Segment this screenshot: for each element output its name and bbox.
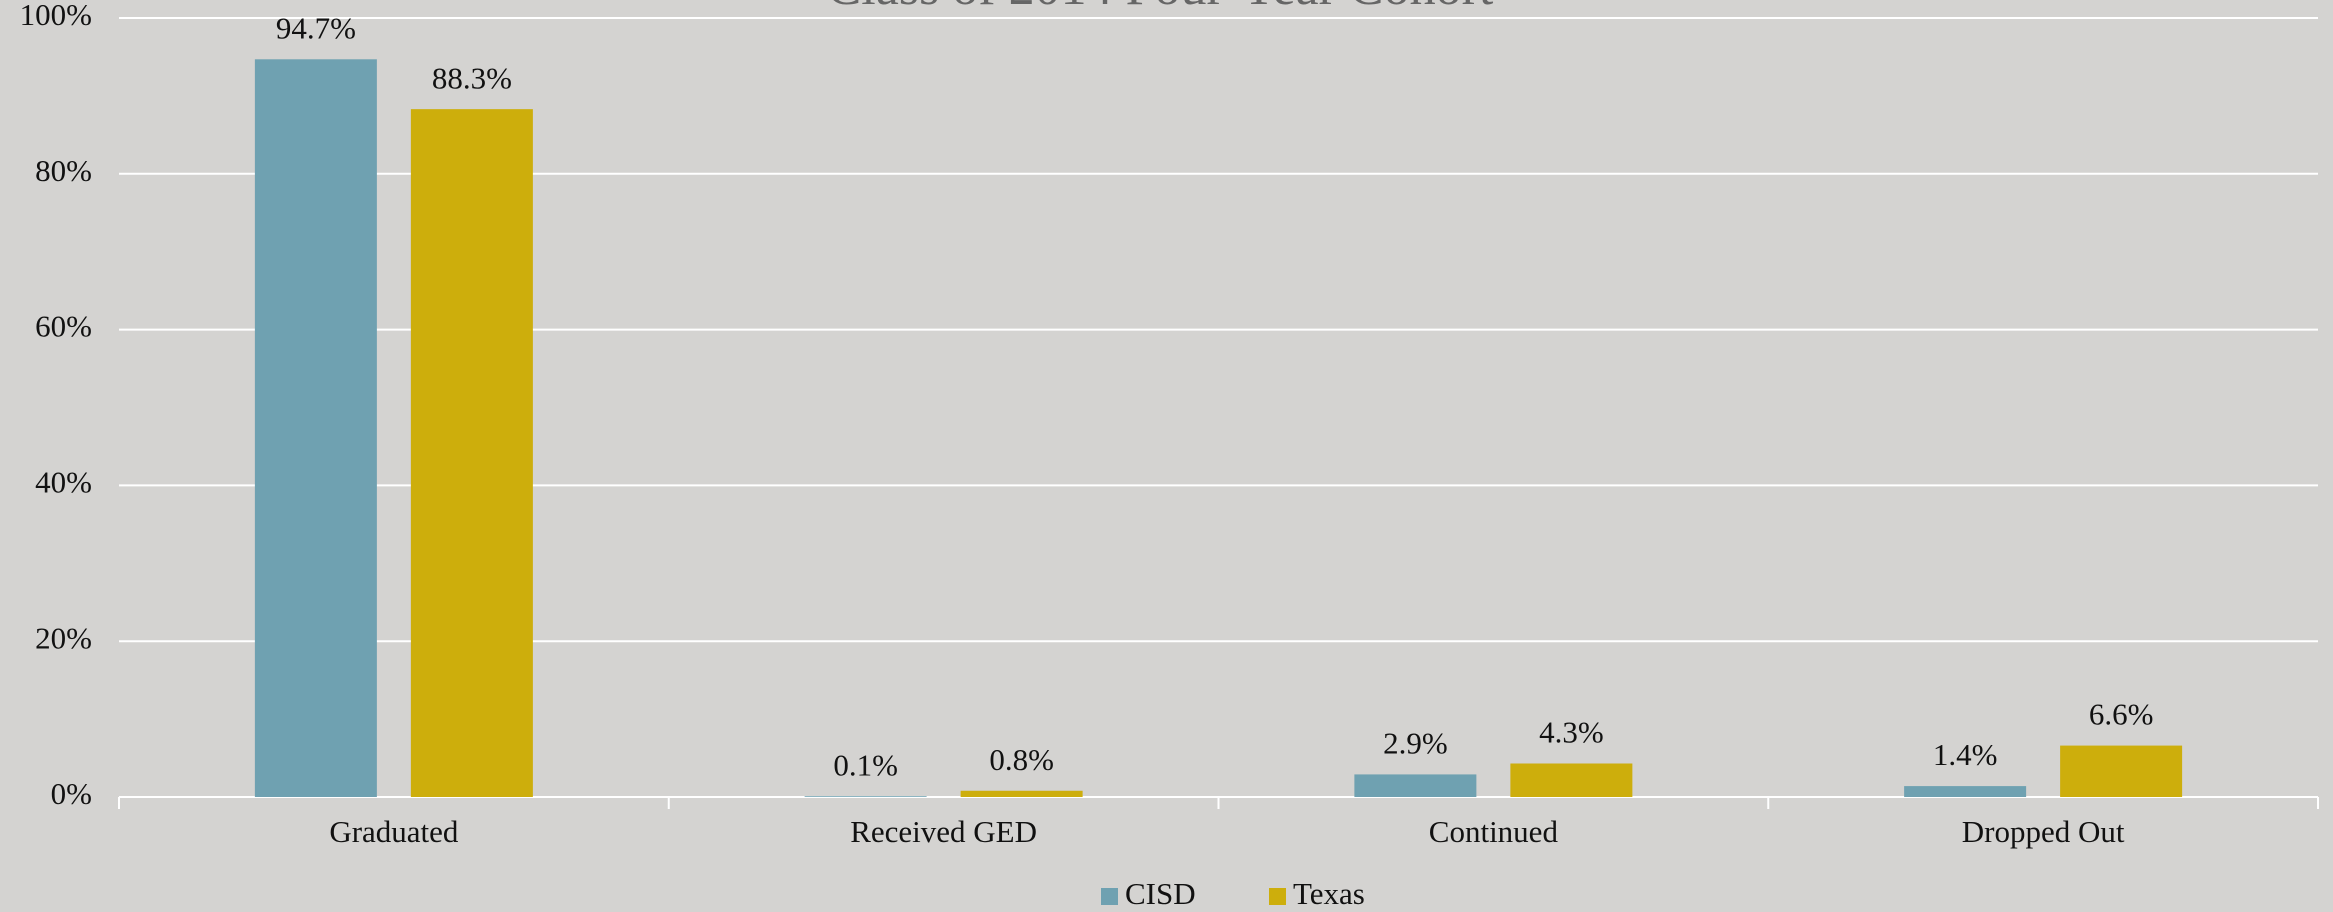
x-tick-label: Received GED xyxy=(850,814,1037,849)
bar xyxy=(410,109,533,797)
x-tick-label: Graduated xyxy=(329,814,459,849)
y-tick-label: 20% xyxy=(35,620,92,655)
data-label: 0.8% xyxy=(989,742,1054,777)
bar xyxy=(960,790,1083,797)
data-label: 6.6% xyxy=(2089,697,2154,732)
y-tick-label: 0% xyxy=(51,776,92,811)
data-label: 0.1% xyxy=(833,747,898,782)
data-label: 4.3% xyxy=(1539,715,1604,750)
y-tick-label: 60% xyxy=(35,309,92,344)
bar xyxy=(804,796,927,797)
legend-label: Texas xyxy=(1293,876,1365,911)
bar xyxy=(1354,774,1477,797)
chart-title: Class of 2014 Four-Year Cohort xyxy=(827,0,1494,16)
legend-swatch xyxy=(1101,888,1118,905)
bar xyxy=(2060,745,2183,797)
data-label: 88.3% xyxy=(432,60,512,95)
x-tick-label: Continued xyxy=(1429,814,1559,849)
y-tick-label: 80% xyxy=(35,153,92,188)
y-tick-label: 40% xyxy=(35,465,92,500)
bar xyxy=(1510,763,1633,797)
bar xyxy=(254,59,377,798)
data-label: 94.7% xyxy=(276,10,356,45)
data-label: 2.9% xyxy=(1383,726,1448,761)
legend-label: CISD xyxy=(1125,876,1196,911)
bar xyxy=(1904,786,2027,797)
legend-swatch xyxy=(1269,888,1286,905)
y-tick-label: 100% xyxy=(20,0,92,32)
data-label: 1.4% xyxy=(1933,737,1998,772)
x-tick-label: Dropped Out xyxy=(1962,814,2125,849)
